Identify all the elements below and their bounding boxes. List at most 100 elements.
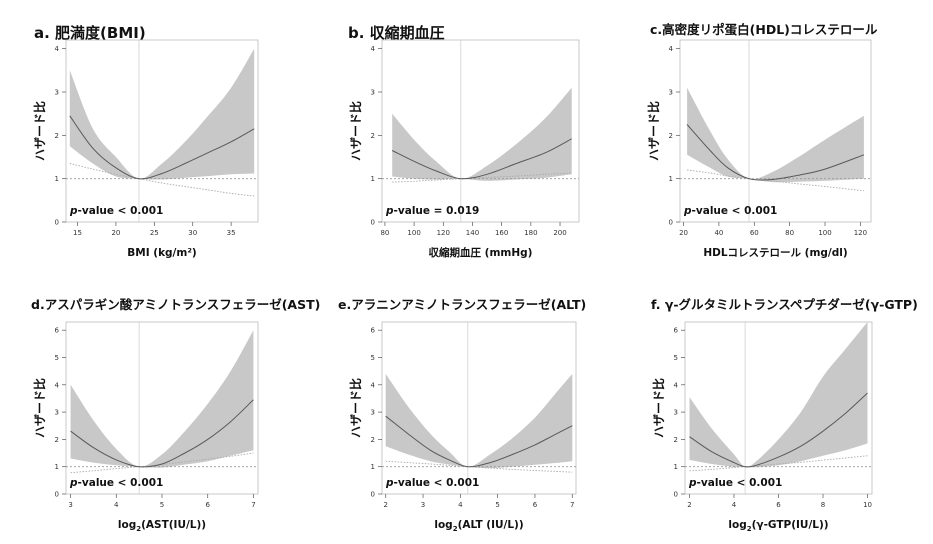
y-axis-label: ハザード比 bbox=[651, 378, 666, 438]
x-tick-label: 60 bbox=[750, 229, 759, 237]
chart-title: b. 収縮期血圧 bbox=[348, 24, 445, 42]
plot-frame bbox=[65, 39, 259, 223]
x-tick-label: 120 bbox=[854, 229, 867, 237]
hazard-ratio-curve bbox=[69, 115, 255, 180]
y-axis-label: ハザード比 bbox=[32, 101, 47, 161]
y-tick-label: 1 bbox=[371, 175, 375, 183]
y-tick-label: 0 bbox=[55, 491, 59, 499]
x-tick-label: 8 bbox=[821, 501, 825, 509]
x-tick-label: 35 bbox=[227, 229, 236, 237]
x-tick-label: 4 bbox=[114, 501, 119, 509]
chart-svg: 2 3 4 5 6 7 0 1 2 3 4 5 6 p-value < 0.001 ハザード比 log2(AL… bbox=[348, 321, 577, 533]
x-tick-label: 4 bbox=[732, 501, 737, 509]
x-tick-label: 6 bbox=[533, 501, 538, 509]
y-tick-label: 5 bbox=[674, 354, 678, 362]
x-tick-label: 180 bbox=[524, 229, 537, 237]
y-tick-label: 2 bbox=[55, 436, 59, 444]
plot-frame bbox=[679, 39, 872, 223]
p-value-label: p-value = 0.019 bbox=[385, 205, 479, 217]
chart-title: f. γ-グルタミルトランスペプチダーゼ(γ-GTP) bbox=[651, 297, 918, 312]
y-tick-label: 5 bbox=[371, 354, 375, 362]
y-tick-label: 4 bbox=[55, 45, 60, 53]
y-tick-label: 4 bbox=[371, 381, 376, 389]
chart-svg: 2 4 6 8 10 0 1 2 3 4 5 6 p-value < 0.001 ハザード比 log2(γ-… bbox=[651, 321, 873, 533]
y-axis-label: ハザード比 bbox=[348, 101, 363, 161]
panel-b: b. 収縮期血圧 80 100 120 140 160 180 200 0 1 2 3 4 p-valu… bbox=[311, 0, 622, 272]
y-tick-label: 4 bbox=[371, 45, 376, 53]
y-tick-label: 4 bbox=[55, 381, 60, 389]
chart-svg: 80 100 120 140 160 180 200 0 1 2 3 4 p-value = 0.019… bbox=[348, 39, 580, 259]
hazard-ratio-curve bbox=[391, 138, 572, 180]
x-axis-label: log2(γ-GTP(IU/L)) bbox=[728, 519, 828, 533]
plot-frame bbox=[381, 39, 580, 223]
chart-title: d.アスパラギン酸アミノトランスフェラーゼ(AST) bbox=[31, 297, 321, 312]
x-tick-label: 80 bbox=[785, 229, 794, 237]
x-tick-label: 20 bbox=[111, 229, 120, 237]
x-axis-label: HDLコレステロール (mg/dl) bbox=[703, 247, 847, 259]
x-tick-label: 3 bbox=[68, 501, 72, 509]
panel-a: a. 肥満度(BMI) 15 20 25 30 35 0 1 2 3 4 p-value < 0.0… bbox=[0, 0, 311, 272]
y-tick-label: 3 bbox=[669, 89, 673, 97]
x-tick-label: 7 bbox=[570, 501, 574, 509]
x-tick-label: 40 bbox=[714, 229, 723, 237]
panel-d: d.アスパラギン酸アミノトランスフェラーゼ(AST) 3 4 5 6 7 0 1 2 3 4 5 6 p… bbox=[0, 272, 320, 544]
x-tick-label: 20 bbox=[679, 229, 688, 237]
confidence-band bbox=[392, 87, 572, 181]
x-tick-label: 3 bbox=[421, 501, 425, 509]
confidence-band bbox=[70, 330, 254, 468]
x-tick-label: 6 bbox=[205, 501, 210, 509]
hazard-ratio-curve bbox=[686, 124, 865, 181]
y-tick-label: 3 bbox=[674, 409, 678, 417]
linear-trend-line bbox=[70, 452, 254, 474]
x-tick-label: 4 bbox=[458, 501, 463, 509]
linear-trend-line bbox=[687, 169, 864, 192]
chart-title: c.高密度リポ蛋白(HDL)コレステロール bbox=[650, 22, 878, 37]
y-tick-label: 5 bbox=[55, 354, 59, 362]
p-value-label: p-value < 0.001 bbox=[69, 477, 163, 489]
p-value-label: p-value < 0.001 bbox=[683, 205, 777, 217]
y-tick-label: 6 bbox=[674, 327, 679, 335]
y-tick-label: 2 bbox=[371, 132, 375, 140]
x-tick-label: 6 bbox=[776, 501, 781, 509]
chart-svg: 3 4 5 6 7 0 1 2 3 4 5 6 p-value < 0.001 ハザード比 log2(AST… bbox=[32, 321, 259, 533]
y-tick-label: 2 bbox=[371, 436, 375, 444]
y-tick-label: 1 bbox=[669, 175, 673, 183]
y-tick-label: 1 bbox=[55, 175, 59, 183]
y-tick-label: 0 bbox=[674, 491, 678, 499]
y-tick-label: 6 bbox=[55, 327, 60, 335]
x-tick-label: 7 bbox=[251, 501, 255, 509]
x-axis-label: BMI (kg/m²) bbox=[127, 247, 197, 259]
panel-f: f. γ-グルタミルトランスペプチダーゼ(γ-GTP) 2 4 6 8 10 0 1 2 3 4 5… bbox=[622, 272, 933, 544]
linear-trend-line bbox=[69, 163, 255, 197]
x-tick-label: 200 bbox=[553, 229, 566, 237]
x-tick-label: 100 bbox=[818, 229, 831, 237]
confidence-band bbox=[689, 322, 868, 468]
x-tick-label: 120 bbox=[437, 229, 450, 237]
x-tick-label: 5 bbox=[160, 501, 164, 509]
plot-frame bbox=[381, 321, 577, 495]
y-tick-label: 0 bbox=[371, 491, 375, 499]
y-tick-label: 0 bbox=[669, 219, 673, 227]
confidence-band bbox=[687, 87, 864, 183]
panel-e: e.アラニンアミノトランスフェラーゼ(ALT) 2 3 4 5 6 7 0 1 2 3 4 5 6 p-v… bbox=[311, 272, 622, 544]
p-value-label: p-value < 0.001 bbox=[69, 205, 163, 217]
y-tick-label: 1 bbox=[674, 463, 678, 471]
chart-title: e.アラニンアミノトランスフェラーゼ(ALT) bbox=[338, 297, 587, 312]
x-tick-label: 10 bbox=[863, 501, 872, 509]
y-tick-label: 3 bbox=[371, 409, 375, 417]
x-tick-label: 160 bbox=[495, 229, 508, 237]
hazard-ratio-curve bbox=[385, 415, 573, 468]
x-tick-label: 5 bbox=[495, 501, 499, 509]
x-axis-label: log2(AST(IU/L)) bbox=[118, 519, 206, 533]
chart-title: a. 肥満度(BMI) bbox=[34, 24, 146, 42]
y-tick-label: 2 bbox=[55, 132, 59, 140]
y-tick-label: 1 bbox=[371, 463, 375, 471]
x-tick-label: 100 bbox=[407, 229, 420, 237]
y-axis-label: ハザード比 bbox=[646, 101, 661, 161]
x-tick-label: 2 bbox=[383, 501, 387, 509]
panel-c: c.高密度リポ蛋白(HDL)コレステロール 20 40 60 80 100 120 0 1 2 3… bbox=[622, 0, 933, 272]
x-axis-label: log2(ALT (IU/L)) bbox=[434, 519, 523, 533]
hazard-ratio-curve bbox=[689, 392, 868, 468]
linear-trend-line bbox=[689, 455, 868, 472]
p-value-label: p-value < 0.001 bbox=[385, 477, 479, 489]
